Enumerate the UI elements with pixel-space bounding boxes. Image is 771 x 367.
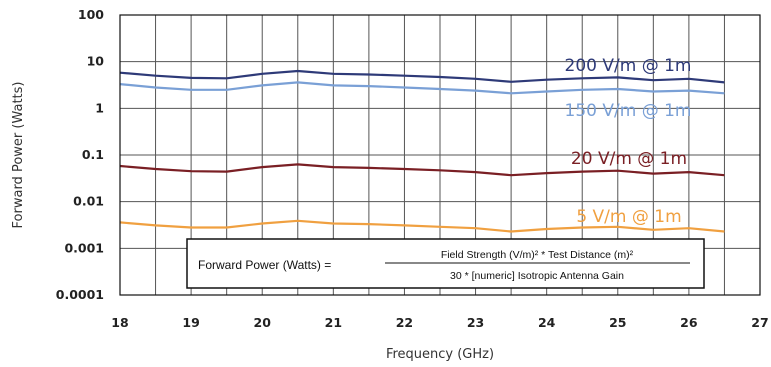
x-axis-title: Frequency (GHz) [386,347,494,362]
formula-numerator: Field Strength (V/m)² * Test Distance (m… [441,249,634,261]
series-line [119,219,725,233]
x-tick-label: 23 [467,315,484,330]
y-tick-label: 10 [87,54,105,69]
series-line [119,69,725,84]
y-tick-label: 0.1 [82,147,104,162]
x-tick-label: 22 [396,315,413,330]
x-tick-label: 25 [609,315,626,330]
x-tick-labels: 18 19 20 21 22 23 24 25 26 27 [111,315,768,330]
x-tick-label: 19 [182,315,199,330]
series-labels: 200 V/m @ 1m 150 V/m @ 1m 20 V/m @ 1m 5 V/m… [565,56,692,227]
series-label: 200 V/m @ 1m [565,56,692,76]
x-tick-label: 20 [254,315,272,330]
y-tick-label: 0.0001 [56,287,104,302]
y-tick-label: 1 [95,100,104,115]
series-label: 20 V/m @ 1m [571,149,687,169]
formula-lhs: Forward Power (Watts) = [198,258,331,272]
x-tick-label: 18 [111,315,128,330]
series-line [119,81,725,95]
x-tick-label: 21 [325,315,342,330]
series-label: 150 V/m @ 1m [565,101,692,121]
x-tick-label: 26 [680,315,698,330]
plot-frame [119,14,761,296]
formula-box: Forward Power (Watts) = Field Strength (… [186,238,705,289]
y-tick-label: 0.01 [73,194,104,209]
x-tick-label: 24 [538,315,556,330]
x-tick-label: 27 [751,315,768,330]
y-tick-label: 0.001 [64,240,104,255]
y-tick-label: 100 [78,7,104,22]
y-tick-labels: 100 10 1 0.1 0.01 0.001 0.0001 [56,7,105,302]
series-line [119,163,725,177]
y-axis-title: Forward Power (Watts) [11,82,26,229]
series-lines [119,69,725,233]
formula-denominator: 30 * [numeric] Isotropic Antenna Gain [450,270,624,282]
series-label: 5 V/m @ 1m [576,207,681,227]
